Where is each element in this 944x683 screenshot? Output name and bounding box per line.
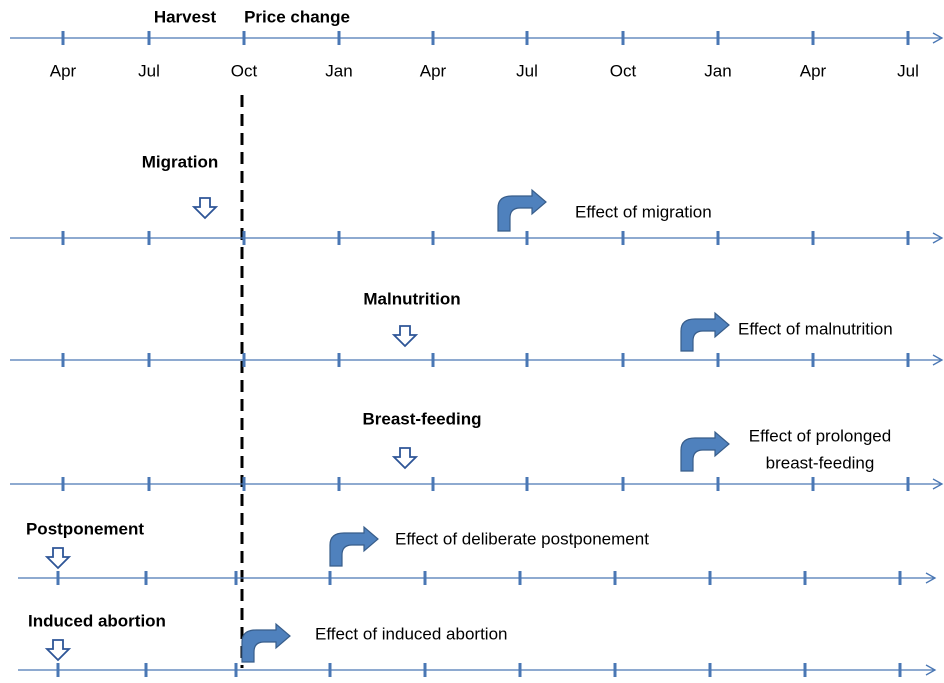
axis-arrowhead [932,354,944,366]
axis-arrowhead [932,232,944,244]
cause-label: Migration [142,152,219,171]
cause-label: Malnutrition [363,289,460,308]
month-label: Oct [231,61,258,80]
month-label: Jul [897,61,919,80]
effect-label: Effect of malnutrition [738,319,893,338]
cause-arrow [191,197,219,220]
month-label: Oct [610,61,637,80]
axis-arrowhead [925,572,937,584]
cause-arrow [44,547,72,570]
harvest-label: Harvest [154,7,217,26]
effect-arrow [497,188,547,232]
price-change-label: Price change [244,7,350,26]
month-label: Apr [800,61,827,80]
effect-label: breast-feeding [766,453,875,472]
month-label: Jan [704,61,731,80]
axis-arrowhead [932,32,944,44]
effect-label: Effect of migration [575,202,712,221]
effect-arrow [680,430,730,472]
cause-arrow [44,639,72,662]
effect-arrow [680,311,730,352]
month-label: Apr [420,61,447,80]
effect-label: Effect of prolonged [749,426,891,445]
month-label: Jul [516,61,538,80]
cause-arrow [391,447,419,470]
cause-label: Breast-feeding [362,409,481,428]
month-label: Jul [138,61,160,80]
month-label: Jan [325,61,352,80]
effect-arrow [329,525,379,567]
effect-label: Effect of induced abortion [315,624,508,643]
cause-label: Induced abortion [28,611,166,630]
cause-arrow [391,325,419,348]
effect-label: Effect of deliberate postponement [395,529,649,548]
axis-arrowhead [932,478,944,490]
month-label: Apr [50,61,77,80]
cause-label: Postponement [26,519,144,538]
axis-arrowhead [925,664,937,676]
effect-arrow [241,622,291,663]
